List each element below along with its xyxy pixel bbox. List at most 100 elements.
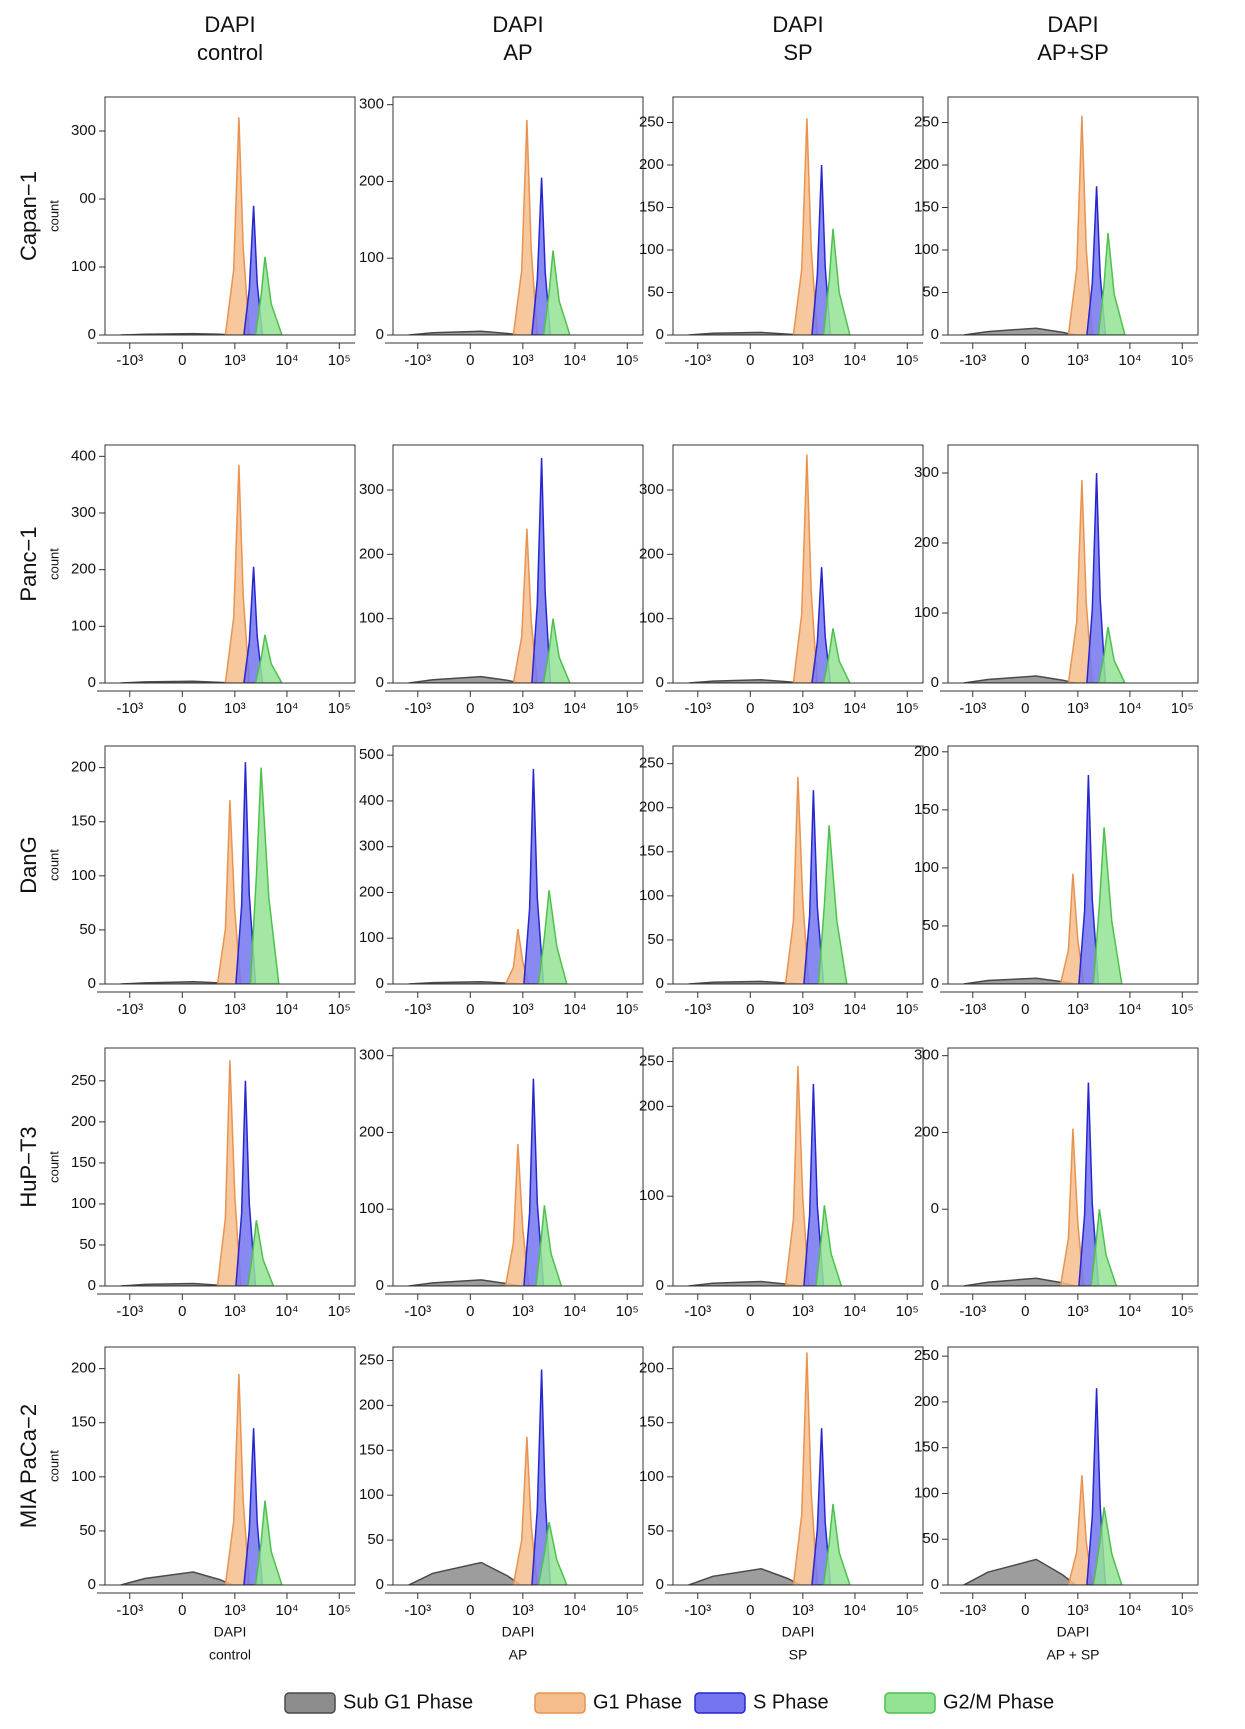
y-tick-label: 200 — [71, 1360, 96, 1377]
y-tick-label: 200 — [359, 1396, 384, 1413]
column-title: DAPI — [772, 12, 823, 37]
y-tick-label: 100 — [359, 1200, 384, 1217]
histogram-area — [408, 330, 521, 335]
histogram-area — [224, 117, 251, 335]
y-tick-label: 250 — [359, 1351, 384, 1368]
x-tick-label: -10³ — [116, 1602, 143, 1619]
y-tick-label: 0 — [656, 1576, 664, 1593]
plot-frame — [947, 444, 1199, 684]
column-title: AP+SP — [1037, 40, 1109, 65]
y-tick-label: 250 — [914, 113, 939, 130]
y-tick-label: 250 — [914, 1347, 939, 1364]
x-tick-label: 0 — [178, 352, 186, 369]
y-tick-label: 200 — [71, 561, 96, 578]
histogram-area — [1059, 1128, 1085, 1286]
y-tick-label: 200 — [359, 883, 384, 900]
x-tick-label: 0 — [746, 1303, 754, 1320]
x-tick-label: 10⁴ — [1118, 1303, 1141, 1320]
plot-frame — [104, 1346, 356, 1586]
y-tick-label: 200 — [914, 1123, 939, 1140]
plot-frame — [947, 1346, 1199, 1586]
x-tick-label: 10³ — [792, 1303, 814, 1320]
x-tick-label: -10³ — [404, 1303, 431, 1320]
histogram-area — [792, 454, 819, 683]
histogram-area — [512, 119, 539, 335]
histogram-area — [243, 1428, 264, 1585]
row-label: DanG — [16, 836, 41, 893]
y-tick-label: 100 — [71, 1195, 96, 1212]
y-tick-label: 0 — [931, 326, 939, 343]
x-tick-label: 0 — [1021, 1602, 1029, 1619]
plot-frame — [392, 96, 644, 336]
x-tick-label: 0 — [746, 1001, 754, 1018]
x-tick-label: 10³ — [512, 700, 534, 717]
histogram-area — [537, 890, 568, 984]
x-tick-label: 10⁴ — [1118, 352, 1141, 369]
x-tick-label: 10³ — [224, 352, 246, 369]
x-tick-label: 0 — [1021, 1001, 1029, 1018]
y-tick-label: 200 — [639, 1097, 664, 1114]
panel: 0 50 100 150 200 -10³ 0 10³ 10⁴ 10⁵ — [639, 1346, 924, 1619]
x-tick-label: -10³ — [116, 1001, 143, 1018]
x-tick-label: 10³ — [512, 1602, 534, 1619]
x-tick-label: 0 — [746, 700, 754, 717]
panel: 0 50 100 150 200 250 -10³ 0 10³ 10⁴ 10⁵ — [914, 96, 1199, 369]
histogram-area — [224, 1373, 251, 1585]
row-label: Capan−1 — [16, 171, 41, 261]
y-tick-label: 100 — [639, 887, 664, 904]
x-tick-label: 0 — [466, 352, 474, 369]
histogram-area — [243, 205, 264, 335]
legend-label: S Phase — [753, 1691, 829, 1713]
x-tick-label: 0 — [178, 700, 186, 717]
histogram-area — [216, 1060, 242, 1286]
y-tick-label: 150 — [71, 1154, 96, 1171]
row-label: MIA PaCa−2 — [16, 1404, 41, 1528]
y-tick-label: 0 — [931, 975, 939, 992]
x-tick-label: -10³ — [404, 700, 431, 717]
x-tick-label: 10⁵ — [328, 1602, 351, 1619]
x-tick-label: 10⁵ — [896, 1303, 919, 1320]
histogram-area — [1092, 1507, 1123, 1585]
histogram-area — [1067, 479, 1094, 683]
x-tick-label: 0 — [466, 700, 474, 717]
panel: 0 100 200 300 400 -10³ 0 10³ 10⁴ 10⁵ — [71, 444, 356, 717]
histogram-area — [963, 327, 1076, 335]
x-tick-label: 10⁴ — [843, 352, 866, 369]
x-tick-label: 10⁵ — [616, 1602, 639, 1619]
x-tick-label: 10⁵ — [1171, 1001, 1194, 1018]
y-tick-label: 0 — [931, 1200, 939, 1217]
x-tick-label: 10³ — [1067, 1303, 1089, 1320]
x-tick-label: 10³ — [1067, 700, 1089, 717]
x-tick-label: 10⁴ — [1118, 700, 1141, 717]
histogram-area — [803, 1083, 825, 1286]
y-tick-label: 100 — [914, 241, 939, 258]
x-tick-label: 10⁵ — [896, 700, 919, 717]
histogram-area — [523, 768, 545, 984]
y-tick-label: 100 — [914, 604, 939, 621]
x-tick-label: 10⁴ — [563, 1001, 586, 1018]
y-tick-label: 0 — [656, 326, 664, 343]
histogram-area — [688, 1280, 801, 1286]
x-tick-label: 10⁴ — [843, 1303, 866, 1320]
x-tick-label: 10⁵ — [1171, 1602, 1194, 1619]
histogram-area — [254, 256, 283, 335]
histogram-area — [235, 762, 257, 984]
x-tick-label: 10⁵ — [896, 352, 919, 369]
histogram-area — [817, 825, 848, 984]
x-tick-label: 10⁵ — [1171, 352, 1194, 369]
y-tick-label: 300 — [71, 122, 96, 139]
histogram-area — [523, 1078, 545, 1286]
histogram-area — [963, 1558, 1077, 1585]
x-tick-label: 10³ — [224, 700, 246, 717]
y-tick-label: 200 — [639, 799, 664, 816]
histogram-area — [1059, 873, 1085, 984]
y-tick-label: 300 — [359, 838, 384, 855]
row-label: HuP−T3 — [16, 1126, 41, 1207]
y-tick-label: 100 — [639, 610, 664, 627]
plot-frame — [672, 1346, 924, 1586]
y-tick-label: 0 — [88, 1277, 96, 1294]
y-tick-label: 300 — [359, 1047, 384, 1064]
x-tick-label: 10³ — [512, 1001, 534, 1018]
histogram-area — [1078, 1082, 1100, 1286]
panel: 0 100 200 300 -10³ 0 10³ 10⁴ 10⁵ — [914, 444, 1199, 717]
